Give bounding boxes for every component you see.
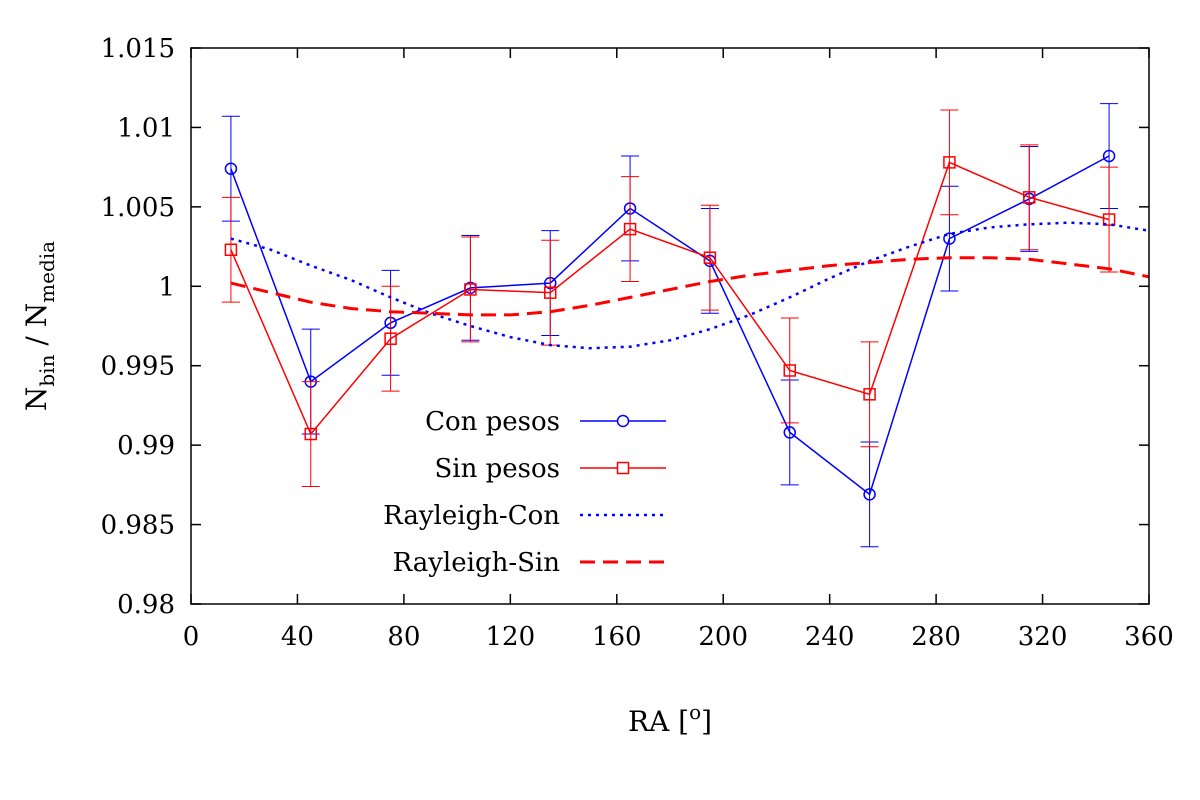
data-point-1-3 (464, 283, 477, 296)
y-tick-label-4: 1 (158, 272, 175, 302)
x-axis-label-sup: o (689, 700, 701, 724)
data-point-1-1 (304, 427, 317, 441)
y-tick-label-6: 1.01 (117, 113, 175, 143)
data-point-1-7 (783, 364, 796, 377)
data-point-1-6 (703, 251, 717, 264)
x-axis-label-end: ] (701, 705, 712, 738)
y-tick-label-1: 0.985 (101, 511, 175, 541)
legend: Con pesos Sin pesos Rayleigh-Con Rayleig… (350, 395, 680, 590)
data-point-0-7 (783, 426, 796, 439)
tick-layer: 0 40 80 120 160 200 240 280 320 360 0.98 0.985 0.99 0… (101, 34, 1174, 652)
x-tick-label-5: 200 (698, 622, 748, 652)
y-tick-label-7: 1.015 (101, 34, 175, 64)
x-tick-label-3: 120 (486, 622, 536, 652)
data-point-1-4 (544, 286, 557, 299)
legend-samples (580, 414, 666, 564)
series-line-3 (230, 256, 1150, 317)
x-tick-label-9: 360 (1124, 622, 1174, 652)
data-point-1-0 (224, 243, 238, 256)
y-tick-label-2: 0.99 (117, 431, 175, 461)
data-point-1-5 (623, 222, 637, 236)
legend-marker-1 (616, 461, 630, 475)
x-tick-label-2: 80 (387, 622, 420, 652)
data-point-1-11 (1102, 213, 1116, 226)
legend-label-3: Rayleigh-Sin (393, 548, 561, 578)
y-axis-label: Nbin / Nmedia (20, 241, 59, 411)
y-tick-label-3: 0.995 (101, 352, 175, 382)
data-point-1-8 (863, 388, 876, 401)
y-axis-label-sub2: media (35, 241, 59, 303)
x-tick-label-0: 0 (183, 622, 200, 652)
y-axis-label-sep: / (20, 327, 53, 354)
data-point-0-11 (1102, 149, 1116, 163)
data-point-1-10 (1023, 191, 1036, 204)
y-axis-label-n1: N (20, 387, 53, 412)
x-axis-label-main: RA [ (628, 705, 689, 738)
x-tick-label-4: 160 (592, 622, 642, 652)
x-tick-label-7: 280 (911, 622, 961, 652)
x-tick-label-1: 40 (281, 622, 314, 652)
data-point-0-9 (943, 232, 956, 245)
y-axis-label-n2: N (20, 303, 53, 328)
data-point-0-0 (224, 162, 238, 175)
legend-label-2: Rayleigh-Con (383, 501, 560, 531)
legend-background (350, 395, 680, 590)
x-tick-label-8: 320 (1018, 622, 1068, 652)
data-point-1-9 (943, 156, 956, 169)
data-point-1-2 (384, 332, 397, 345)
series-line-1 (230, 161, 1110, 436)
legend-label-0: Con pesos (425, 407, 560, 437)
y-axis-label-sub1: bin (35, 354, 59, 386)
legend-marker-0 (616, 414, 630, 428)
data-point-0-8 (863, 488, 876, 501)
x-axis-label: RA [o] (628, 700, 712, 738)
legend-label-1: Sin pesos (434, 454, 560, 484)
y-tick-label-0: 0.98 (117, 590, 175, 620)
x-tick-label-6: 240 (805, 622, 855, 652)
y-tick-label-5: 1.005 (101, 193, 175, 223)
plot-frame (190, 47, 1150, 605)
plot-layer (221, 103, 1150, 548)
